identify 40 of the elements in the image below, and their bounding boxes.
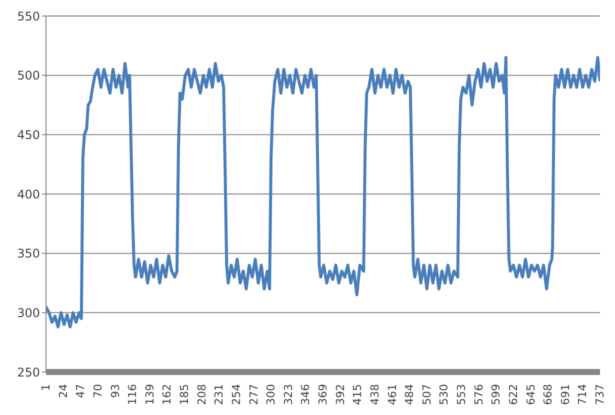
y-tick-label: 500 <box>17 68 40 83</box>
x-tick-label: 530 <box>438 384 451 405</box>
x-tick-label: 277 <box>247 384 260 405</box>
y-tick-label: 400 <box>17 187 40 202</box>
x-tick-label: 254 <box>230 384 243 405</box>
x-tick-label: 47 <box>74 384 88 398</box>
x-tick-label: 70 <box>91 384 104 398</box>
x-tick-label: 507 <box>420 384 434 405</box>
x-tick-label: 691 <box>558 384 572 405</box>
x-tick-label: 553 <box>455 384 468 405</box>
x-tick-label: 323 <box>282 384 295 405</box>
x-tick-label: 139 <box>143 384 156 405</box>
x-tick-label: 668 <box>542 384 555 405</box>
x-tick-label: 599 <box>490 384 503 405</box>
y-tick-label: 450 <box>17 128 40 142</box>
x-tick-label: 231 <box>212 384 226 405</box>
x-tick-label: 300 <box>264 384 278 405</box>
y-tick-label: 550 <box>17 9 40 24</box>
x-tick-label: 461 <box>386 384 399 405</box>
x-tick-label: 24 <box>56 384 70 398</box>
x-tick-label: 185 <box>178 384 191 405</box>
x-tick-label: 438 <box>368 384 382 405</box>
x-tick-label: 484 <box>403 384 416 405</box>
x-tick-label: 714 <box>576 384 590 405</box>
x-tick-label: 369 <box>316 384 330 405</box>
x-tick-label: 346 <box>299 384 312 405</box>
x-tick-label: 645 <box>524 384 538 405</box>
y-tick-label: 350 <box>17 246 40 261</box>
x-tick-label: 576 <box>472 384 486 405</box>
x-tick-label: 162 <box>160 384 174 405</box>
x-tick-label: 392 <box>334 384 347 405</box>
x-tick-label: 93 <box>108 384 122 398</box>
y-tick-label: 250 <box>17 365 40 380</box>
x-tick-label: 1 <box>40 384 52 391</box>
x-tick-label: 415 <box>351 384 364 405</box>
x-tick-label: 116 <box>126 384 140 405</box>
x-tick-label: 622 <box>506 384 520 405</box>
x-tick-label: 737 <box>594 384 606 405</box>
y-tick-label: 300 <box>17 306 40 320</box>
x-tick-label: 208 <box>195 384 208 405</box>
